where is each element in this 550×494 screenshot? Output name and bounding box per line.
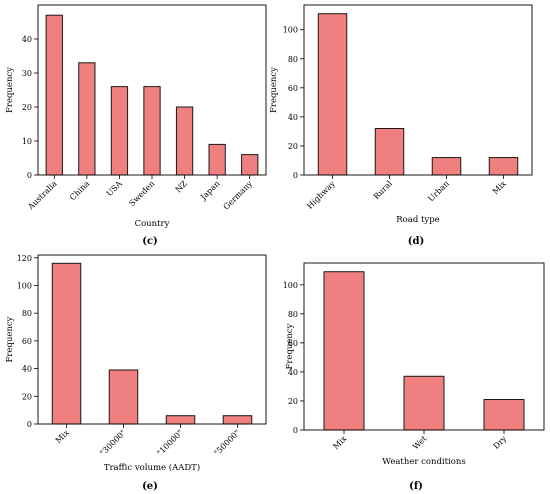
- ylabel-c: Frequency: [5, 67, 15, 113]
- xtick-label-c-4: NZ: [174, 179, 190, 195]
- bar-c-0: [45, 14, 63, 176]
- ytick-label-d-1: 20: [288, 142, 298, 151]
- ytick-label-e-3: 60: [22, 337, 32, 346]
- ytick-label-d-5: 100: [283, 26, 298, 35]
- plot-frame-e: [37, 254, 267, 425]
- bar-e-3: [222, 415, 253, 425]
- xlabel-e: Traffic volume (AADT): [104, 462, 200, 473]
- bar-c-3: [143, 86, 161, 176]
- xtick-label-c-0: Australia: [26, 179, 59, 212]
- xtick-label-c-6: Germany: [222, 179, 255, 212]
- xtick-label-e-0: Mix: [54, 428, 72, 446]
- ytick-label-e-6: 120: [17, 254, 32, 263]
- caption-c: (c): [142, 236, 158, 247]
- bar-d-0: [317, 13, 348, 176]
- xtick-label-f-1: Wet: [411, 434, 429, 452]
- xlabel-f: Weather conditions: [382, 457, 465, 467]
- xtick-label-f-2: Dry: [492, 434, 509, 451]
- caption-f: (f): [409, 481, 423, 492]
- xtick-label-e-1: "30000": [98, 428, 128, 458]
- ytick-label-e-2: 40: [22, 365, 32, 374]
- ytick-label-e-4: 80: [22, 309, 32, 318]
- ytick-label-f-5: 100: [283, 281, 298, 290]
- xtick-label-e-3: "50000": [212, 428, 242, 458]
- ytick-label-c-3: 30: [22, 69, 32, 78]
- bar-e-1: [108, 369, 139, 425]
- ytick-label-e-1: 20: [22, 392, 32, 401]
- xtick-label-e-2: "10000": [155, 428, 185, 458]
- bar-d-3: [488, 157, 519, 176]
- bar-e-0: [51, 262, 82, 425]
- ytick-label-f-2: 40: [288, 368, 298, 377]
- caption-e: (e): [142, 481, 158, 492]
- ytick-label-d-0: 0: [293, 171, 298, 180]
- ytick-label-e-5: 100: [17, 281, 32, 290]
- xtick-label-f-0: Mix: [331, 434, 349, 452]
- bar-c-2: [110, 86, 129, 176]
- xtick-label-c-3: Sweden: [127, 179, 156, 208]
- ytick-label-f-0: 0: [293, 426, 298, 435]
- chart-f: 0 20 40 60 80 100 Mix Wet Dry Weather conditions F…: [283, 262, 545, 467]
- xtick-label-d-1: Rural: [372, 179, 394, 201]
- bar-c-1: [78, 62, 96, 176]
- xtick-label-d-2: Urban: [426, 179, 450, 203]
- xtick-label-c-2: USA: [105, 179, 124, 198]
- chart-d: 0 20 40 60 80 100 Highway Rural Urban Mix Road typ…: [269, 4, 533, 225]
- ylabel-f: Frequency: [285, 323, 295, 369]
- ytick-label-c-0: 0: [27, 171, 32, 180]
- xlabel-d: Road type: [396, 215, 439, 225]
- ytick-label-f-4: 80: [288, 310, 298, 319]
- ytick-label-f-3: 60: [288, 339, 298, 348]
- xtick-label-d-3: Mix: [491, 179, 509, 197]
- bar-c-4: [175, 106, 194, 176]
- ytick-label-c-2: 20: [22, 103, 32, 112]
- bar-d-1: [374, 128, 405, 176]
- chart-c: 0 10 20 30 40 Australia China USA Sweden NZ Japan G…: [5, 4, 267, 229]
- ytick-label-f-1: 20: [288, 397, 298, 406]
- ytick-label-d-4: 80: [288, 55, 298, 64]
- bar-e-2: [165, 415, 196, 425]
- ytick-label-e-0: 0: [27, 420, 32, 429]
- xlabel-c: Country: [135, 219, 170, 229]
- bar-c-6: [241, 154, 259, 176]
- chart-e: 0 20 40 60 80 100 120 Mix "30000" "10000" "50000" T…: [5, 254, 267, 473]
- xtick-label-c-5: Japan: [198, 179, 221, 202]
- caption-d: (d): [407, 236, 425, 247]
- ytick-label-c-1: 10: [22, 137, 32, 146]
- ylabel-e: Frequency: [5, 316, 15, 362]
- bar-d-2: [431, 157, 462, 176]
- xtick-label-c-1: China: [68, 179, 91, 202]
- bar-c-5: [208, 143, 226, 176]
- ytick-label-d-3: 60: [288, 84, 298, 93]
- bar-f-1: [403, 375, 445, 431]
- plot-frame-d: [303, 4, 533, 176]
- ylabel-d: Frequency: [269, 67, 279, 113]
- xtick-label-d-0: Highway: [305, 179, 337, 211]
- ytick-label-d-2: 40: [288, 113, 298, 122]
- ytick-label-c-4: 40: [22, 35, 32, 44]
- bar-f-2: [483, 399, 525, 431]
- bar-f-0: [323, 271, 365, 431]
